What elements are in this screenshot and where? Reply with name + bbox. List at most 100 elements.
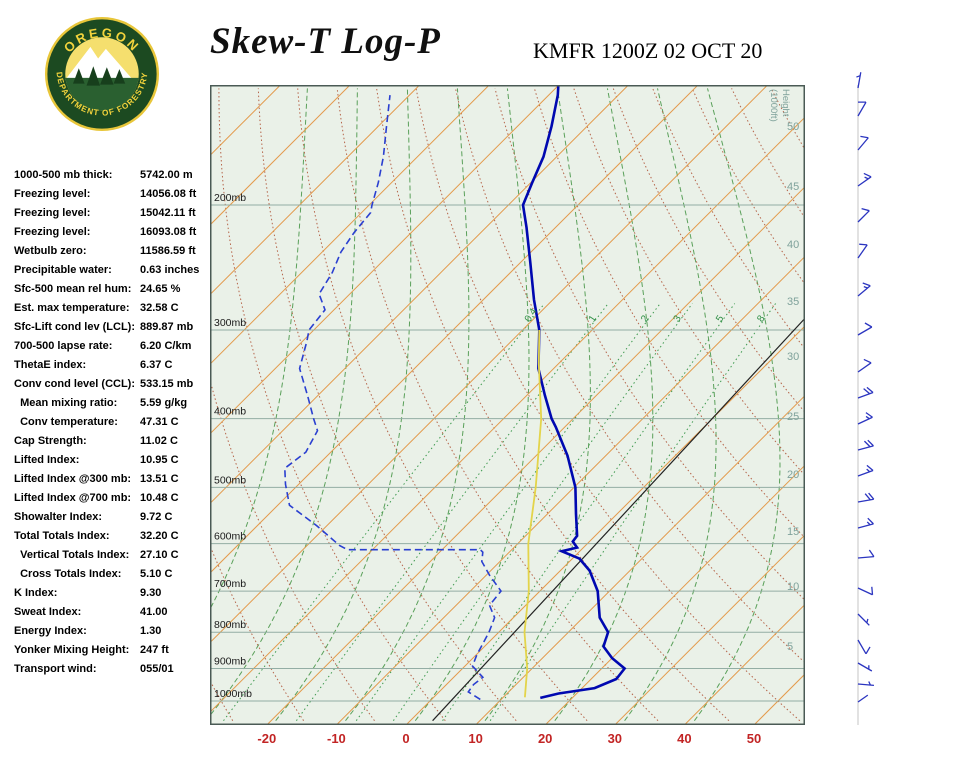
odf-logo: OREGON DEPARTMENT OF FORESTRY (44, 16, 160, 132)
index-row: Lifted Index: 10.95 C (14, 451, 214, 470)
mixing-ratio-label: 2 (639, 313, 651, 324)
height-tick-label: 5 (787, 641, 793, 653)
index-label: Yonker Mixing Height: (14, 644, 130, 656)
index-label: Total Totals Index: (14, 530, 110, 542)
skewt-chart: 200mb 300mb 400mb 500mb 600mb 700mb 800mb 900mb… (210, 85, 805, 725)
index-row: Freezing level: 14056.08 ft (14, 185, 214, 204)
index-label: Wetbulb zero: (14, 245, 87, 257)
index-row: Lifted Index @300 mb: 13.51 C (14, 470, 214, 489)
index-value: 055/01 (140, 663, 174, 675)
height-tick-label: 15 (787, 526, 799, 538)
index-label: Sweat Index: (14, 606, 82, 618)
index-label: Lifted Index @700 mb: (14, 492, 132, 504)
mixing-ratio-label: 3 (672, 313, 684, 324)
index-label: Conv cond level (CCL): (14, 378, 136, 390)
index-value: 247 ft (140, 644, 169, 656)
moist-adiabats (210, 88, 781, 722)
index-row: Sfc-Lift cond lev (LCL): 889.87 mb (14, 318, 214, 337)
pressure-label: 900mb (214, 656, 246, 668)
pressure-label: 700mb (214, 578, 246, 590)
temp-tick-label: 0 (402, 731, 410, 746)
index-label: 1000-500 mb thick: (14, 169, 113, 181)
temperature-trace (521, 86, 627, 700)
index-value: 0.63 inches (140, 264, 200, 276)
index-value: 10.95 C (140, 454, 179, 466)
pressure-label: 400mb (214, 406, 246, 418)
index-row: Sweat Index: 41.00 (14, 603, 214, 622)
index-value: 14056.08 ft (140, 188, 197, 200)
index-label: 700-500 lapse rate: (14, 340, 113, 352)
index-label: Energy Index: (14, 625, 87, 637)
chart-area: 200mb 300mb 400mb 500mb 600mb 700mb 800mb 900mb… (210, 85, 805, 725)
temp-tick-label: 10 (468, 731, 483, 746)
index-row: Energy Index: 1.30 (14, 622, 214, 641)
index-row: Showalter Index: 9.72 C (14, 508, 214, 527)
wind-barbs (856, 72, 875, 703)
index-value: 5.10 C (140, 568, 173, 580)
index-value: 32.20 C (140, 530, 179, 542)
indices-panel: 1000-500 mb thick: 5742.00 m Freezing leve… (14, 166, 214, 679)
mixing-ratio-label: 1 (587, 313, 599, 324)
mixing-ratio-label: 8 (755, 313, 767, 324)
index-row: K Index: 9.30 (14, 584, 214, 603)
index-row: Precipitable water: 0.63 inches (14, 261, 214, 280)
pressure-label: 500mb (214, 474, 246, 486)
index-row: Wetbulb zero: 11586.59 ft (14, 242, 214, 261)
index-label: Conv temperature: (14, 416, 118, 428)
mixing-ratio-label: 5 (714, 313, 726, 324)
index-value: 6.20 C/km (140, 340, 192, 352)
index-value: 16093.08 ft (140, 226, 197, 238)
index-value: 24.65 % (140, 283, 181, 295)
temp-tick-label: 40 (677, 731, 692, 746)
index-label: Cap Strength: (14, 435, 87, 447)
index-label: Precipitable water: (14, 264, 112, 276)
index-row: Transport wind: 055/01 (14, 660, 214, 679)
isotherm-lines (210, 85, 805, 725)
page-title: Skew-T Log-P (210, 21, 441, 62)
dewpoint-trace (283, 95, 503, 701)
index-row: Conv cond level (CCL): 533.15 mb (14, 375, 214, 394)
index-row: 700-500 lapse rate: 6.20 C/km (14, 337, 214, 356)
index-label: Freezing level: (14, 226, 91, 238)
index-value: 5742.00 m (140, 169, 193, 181)
index-value: 11.02 C (140, 435, 178, 447)
wind-barbs-svg (856, 72, 875, 725)
index-row: Sfc-500 mean rel hum: 24.65 % (14, 280, 214, 299)
logo-mountain (65, 46, 133, 80)
index-row: Yonker Mixing Height: 247 ft (14, 641, 214, 660)
pressure-label: 300mb (214, 317, 246, 329)
index-value: 10.48 C (140, 492, 179, 504)
pressure-label: 1000mb (214, 688, 252, 700)
pressure-label: 200mb (214, 192, 246, 204)
station-datetime: KMFR 1200Z 02 OCT 20 (533, 38, 763, 63)
parcel-trace (523, 329, 543, 698)
index-row: 1000-500 mb thick: 5742.00 m (14, 166, 214, 185)
height-tick-label: 45 (787, 181, 799, 193)
temp-axis: -20 -10 0 10 20 30 40 50 (210, 731, 805, 751)
index-label: Est. max temperature: (14, 302, 130, 314)
chart-border (210, 85, 805, 725)
index-label: Freezing level: (14, 207, 91, 219)
temp-tick-label: -10 (326, 731, 346, 746)
index-value: 41.00 (140, 606, 168, 618)
index-row: Mean mixing ratio: 5.59 g/kg (14, 394, 214, 413)
index-row: Lifted Index @700 mb: 10.48 C (14, 489, 214, 508)
index-label: Sfc-Lift cond lev (LCL): (14, 321, 135, 333)
height-tick-label: 25 (787, 411, 799, 423)
height-tick-label: 10 (787, 581, 799, 593)
index-value: 27.10 C (140, 549, 179, 561)
temp-tick-label: 20 (537, 731, 553, 746)
index-value: 47.31 C (140, 416, 179, 428)
logo-trees (73, 66, 126, 86)
index-label: Lifted Index @300 mb: (14, 473, 132, 485)
isobar-grid (210, 204, 805, 702)
index-label: Cross Totals Index: (14, 568, 122, 580)
reference-line (432, 317, 805, 722)
dry-adiabats (210, 88, 805, 722)
height-labels: 50 45 40 35 30 25 20 15 10 5 Height(1000ft) (768, 89, 799, 653)
index-value: 11586.59 ft (140, 245, 196, 257)
index-value: 32.58 C (140, 302, 179, 314)
index-value: 1.30 (140, 625, 162, 637)
chart-background (210, 85, 805, 725)
index-value: 9.72 C (140, 511, 173, 523)
